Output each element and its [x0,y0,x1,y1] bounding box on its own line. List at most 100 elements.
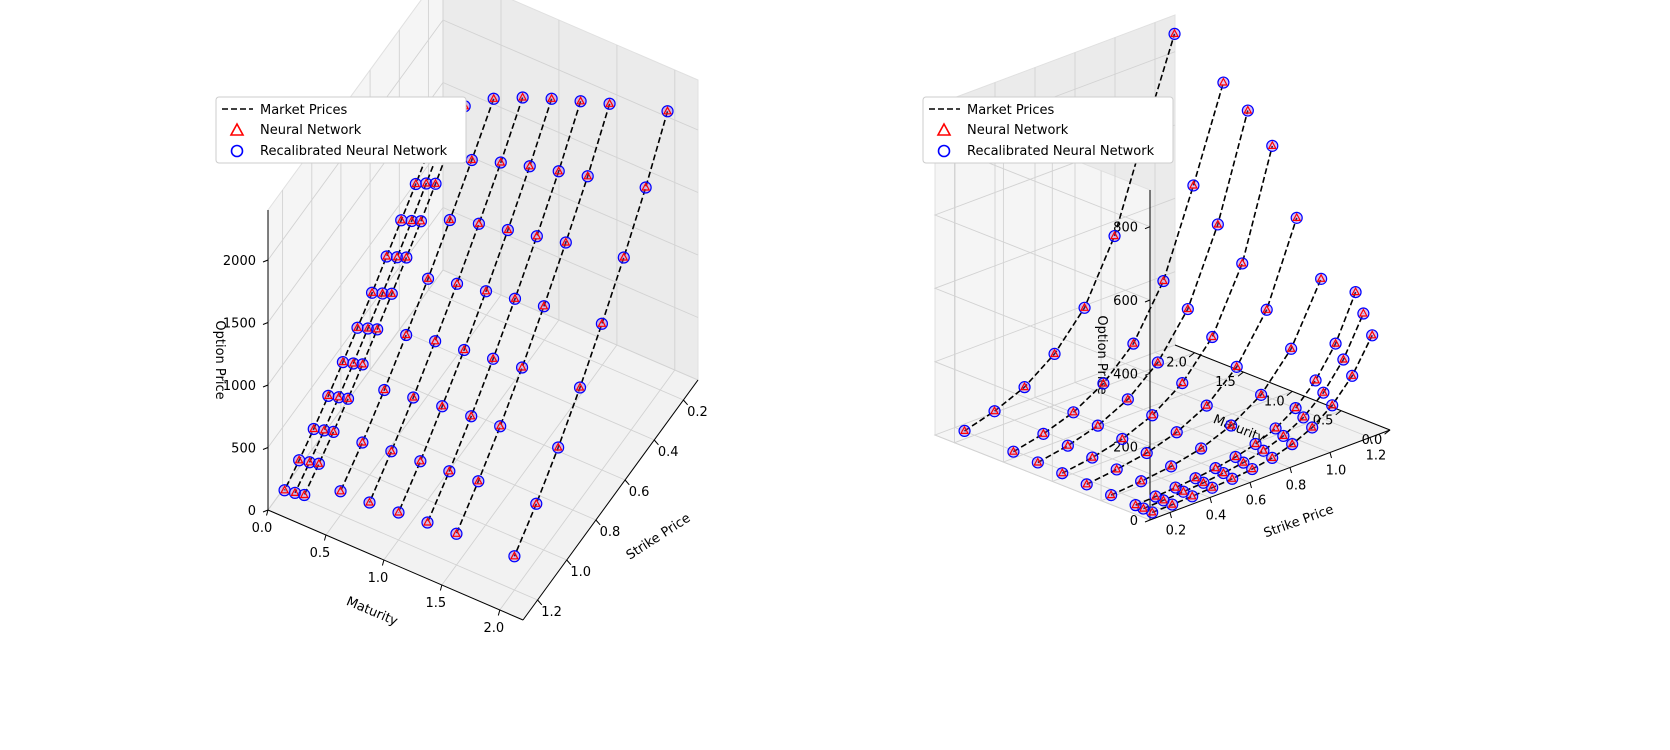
z-tick-label: 2000 [223,254,256,269]
neural-network-point [1258,445,1268,454]
neural-network-point [1172,427,1182,436]
neural-network-point [430,178,441,187]
neural-network-point [1218,77,1228,86]
y-tick-label: 0.6 [629,485,650,500]
z-tick-mark [1144,372,1151,376]
neural-network-point [1213,219,1223,228]
y-tick-label: 1.0 [570,565,591,580]
x-tick-mark [497,609,501,616]
neural-network-point [473,476,483,485]
neural-network-point [387,288,397,297]
neural-network-point [1153,357,1163,366]
neural-network-point [294,455,304,464]
market-price-line [513,111,669,557]
legend-neural-triangle-icon [229,122,245,136]
neural-network-point [467,154,477,164]
x-axis-line [1149,429,1391,521]
neural-network-point [510,293,520,302]
neural-network-point [1191,472,1201,482]
maturity-series [1105,272,1328,502]
neural-network-point [1291,402,1301,412]
neural-network-point [343,393,353,402]
y-axis-line [1174,344,1391,431]
neural-network-point [430,336,440,345]
neural-network-point [1286,343,1296,352]
z-tick-mark [262,259,269,263]
z-axis-label: Option Price [212,320,227,399]
neural-network-point [451,528,461,537]
neural-network-point [437,401,447,410]
y-tick-mark [566,559,572,566]
x-tick-mark [1249,482,1252,489]
neural-network-point [358,359,368,368]
legend-recalibrated-circle-icon [937,144,951,158]
neural-network-point [1183,303,1193,313]
x-tick-label: 0.6 [1246,494,1267,509]
y-tick-mark [1188,352,1195,358]
z-tick-mark [1144,299,1151,303]
neural-network-point [1232,361,1242,370]
neural-network-point [1367,330,1377,339]
neural-network-point [553,442,563,451]
z-tick-mark [262,509,269,513]
neural-network-point [314,458,324,467]
neural-network-point [1316,273,1326,282]
neural-network-point [496,157,506,166]
legend-left: Market Prices Neural Network Recalibrate… [215,96,467,164]
neural-network-point [1008,446,1018,455]
x-tick-mark [1289,467,1292,474]
x-tick-label: 1.0 [368,571,389,586]
z-tick-mark [262,322,269,325]
market-price-line [426,101,582,523]
neural-network-point [1106,489,1116,499]
maturity-series [334,92,500,498]
market-price-line [1012,82,1225,453]
legend-neural-label: Neural Network [260,123,362,138]
legend-frame [215,96,467,164]
x-tick-label: 1.2 [1366,449,1387,464]
grid-line [933,197,1176,374]
neural-network-point [408,392,418,401]
neural-network-point [1311,375,1321,384]
neural-network-point [1049,348,1060,357]
neural-network-point [1207,331,1217,341]
neural-network-point [415,456,425,465]
legend-recalibrated-label: Recalibrated Neural Network [260,144,448,159]
x-axis-label: Maturity [344,594,400,629]
grid-line [933,271,1176,448]
x-tick-mark [381,559,385,566]
y-tick-mark [683,399,688,406]
z-tick-mark [1144,226,1151,230]
neural-network-point [554,166,564,175]
neural-network-point [525,161,535,170]
grid-line [267,81,699,323]
neural-network-point [1247,463,1257,473]
neural-network-point [539,301,549,310]
neural-network-point [1087,452,1097,461]
maturity-series [1007,76,1230,458]
x-tick-label: 0.4 [1206,509,1227,524]
neural-network-point [1262,304,1272,313]
y-tick-label: 0.4 [658,445,679,460]
legend-recalibrated-label: Recalibrated Neural Network [967,144,1155,159]
neural-network-point [597,318,607,327]
neural-network-point [583,171,593,180]
neural-network-point [1151,491,1161,500]
neural-network-point [305,457,315,466]
y-tick-mark [1335,410,1342,416]
neural-network-point [1068,407,1078,416]
neural-network-point [452,278,462,287]
maturity-series [1056,139,1279,480]
neural-network-point [386,446,396,455]
y-tick-label: 1.0 [1264,394,1285,409]
y-tick-label: 0.0 [1362,433,1383,448]
z-tick-mark [262,384,269,388]
neural-network-point [416,216,426,225]
neural-network-point [379,384,389,394]
tick-labels: 0.0 0.5 1.0 1.5 2.0 0.2 0.4 0.6 0.8 1.0 1.2 0 500 100… [223,254,708,636]
neural-network-point [662,106,673,115]
neural-network-point [338,356,348,366]
x-tick-mark [1169,512,1172,519]
x-tick-label: 0.8 [1286,479,1307,494]
